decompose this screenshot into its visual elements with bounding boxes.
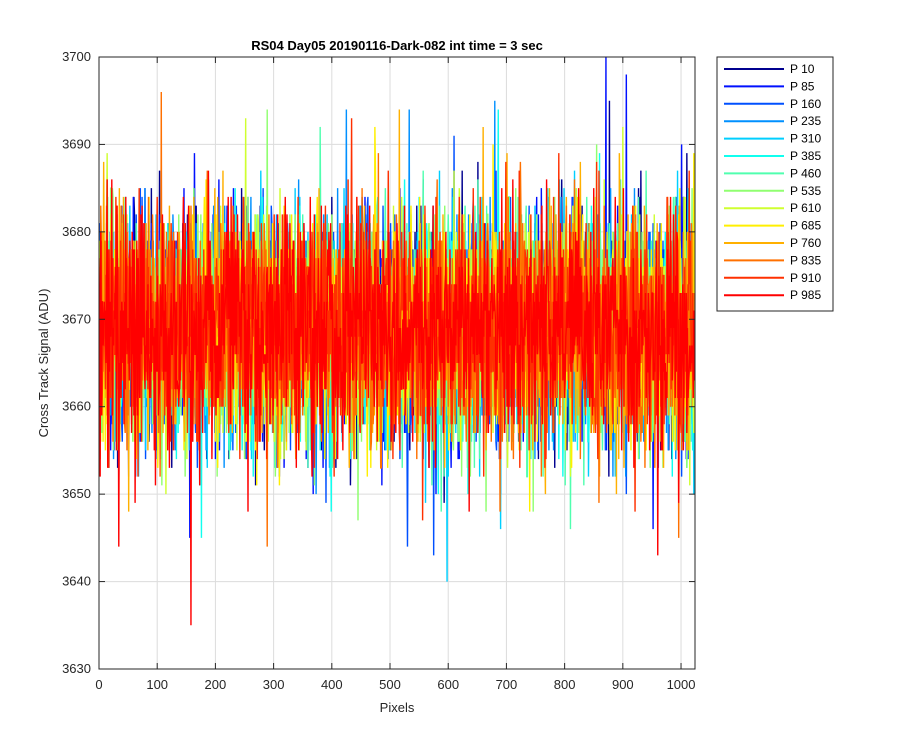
legend-label: P 310 (790, 132, 821, 146)
legend-label: P 835 (790, 253, 821, 267)
x-tick-label: 300 (263, 677, 285, 692)
x-tick-label: 400 (321, 677, 343, 692)
x-tick-label: 0 (95, 677, 102, 692)
ticks: 0 100 200 300 400 500 600 700 800 900 1000 3630 3640… (62, 49, 695, 692)
series-line-p-985 (99, 170, 695, 626)
legend-label: P 235 (790, 114, 821, 128)
y-tick-label: 3680 (62, 224, 91, 239)
x-axis-label: Pixels (380, 700, 415, 715)
legend-label: P 160 (790, 97, 821, 111)
y-axis-label: Cross Track Signal (ADU) (36, 289, 51, 438)
x-tick-label: 500 (379, 677, 401, 692)
legend-box (716, 56, 834, 312)
legend-label: P 610 (790, 201, 821, 215)
legend-label: P 535 (790, 184, 821, 198)
legend: P 10 P 85 P 160 P 235 P 310 P 385 P 460 P 535 P … (716, 56, 834, 312)
legend-label: P 10 (790, 62, 815, 76)
legend-label: P 460 (790, 166, 821, 180)
y-tick-label: 3690 (62, 136, 91, 151)
legend-label: P 985 (790, 288, 821, 302)
legend-label: P 760 (790, 236, 821, 250)
legend-label: P 910 (790, 271, 821, 285)
legend-label: P 385 (790, 149, 821, 163)
plot-frame (98, 56, 696, 670)
y-tick-label: 3640 (62, 574, 91, 589)
y-tick-label: 3630 (62, 661, 91, 676)
y-tick-label: 3700 (62, 49, 91, 64)
y-tick-label: 3660 (62, 399, 91, 414)
chart-title: RS04 Day05 20190116-Dark-082 int time = … (251, 38, 543, 53)
x-tick-label: 900 (612, 677, 634, 692)
x-tick-label: 1000 (667, 677, 696, 692)
y-tick-label: 3670 (62, 311, 91, 326)
x-tick-label: 100 (146, 677, 168, 692)
x-tick-label: 700 (496, 677, 518, 692)
x-tick-label: 600 (437, 677, 459, 692)
series-layer (99, 57, 695, 626)
legend-label: P 85 (790, 79, 815, 93)
legend-label: P 685 (790, 219, 821, 233)
y-tick-label: 3650 (62, 486, 91, 501)
x-tick-label: 200 (205, 677, 227, 692)
x-tick-label: 800 (554, 677, 576, 692)
